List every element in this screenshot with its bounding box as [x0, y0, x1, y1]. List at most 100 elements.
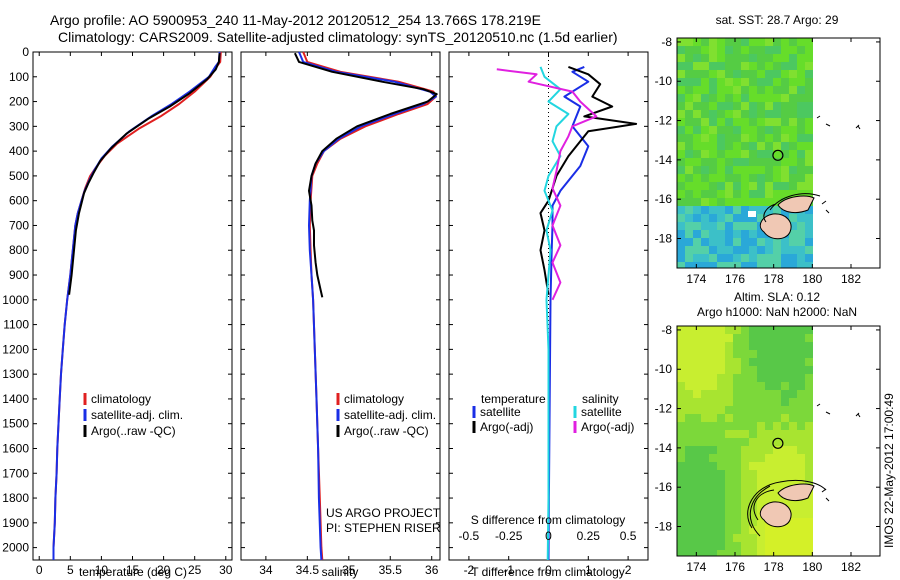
map-cell: [725, 382, 733, 390]
map-cell: [789, 334, 797, 342]
map-cell: [749, 86, 757, 94]
map-cell: [685, 166, 693, 174]
map-cell: [685, 438, 693, 446]
map-cell: [717, 446, 725, 454]
map-x-tick-label: 178: [764, 560, 784, 574]
map-cell: [701, 390, 709, 398]
map-cell: [805, 222, 813, 230]
map-cell: [805, 326, 813, 334]
map-cell: [797, 398, 805, 406]
map-cell: [677, 438, 685, 446]
map-cell: [805, 462, 813, 470]
map-cell: [757, 182, 765, 190]
map-cell: [701, 110, 709, 118]
map-cell: [741, 326, 749, 334]
map-cell: [765, 190, 773, 198]
map-cell: [797, 38, 805, 46]
map-cell: [805, 406, 813, 414]
map-x-tick-label: 174: [686, 272, 706, 286]
map-cell: [717, 62, 725, 70]
map-cell: [709, 382, 717, 390]
map-cell: [709, 406, 717, 414]
map-cell: [693, 70, 701, 78]
map-cell: [725, 478, 733, 486]
map-cell: [741, 206, 749, 214]
map-cell: [789, 46, 797, 54]
map-cell: [797, 150, 805, 158]
map-cell: [685, 518, 693, 526]
map-y-tick-label: -16: [655, 192, 673, 206]
map-cell: [773, 86, 781, 94]
map-cell: [773, 390, 781, 398]
map-cell: [733, 206, 741, 214]
map-cell: [781, 150, 789, 158]
map-cell: [773, 198, 781, 206]
map-cell: [677, 246, 685, 254]
difference-depth-ticks: [449, 51, 648, 549]
map-cell: [733, 126, 741, 134]
map-cell: [717, 518, 725, 526]
map-cell: [701, 526, 709, 534]
map-cell: [701, 414, 709, 422]
map-cell: [749, 358, 757, 366]
map-cell: [677, 446, 685, 454]
map-cell: [717, 414, 725, 422]
y-tick-label: 1100: [3, 318, 29, 332]
map-cell: [765, 110, 773, 118]
map-cell: [717, 494, 725, 502]
map-cell: [797, 430, 805, 438]
series-line-t-satellite: [547, 65, 590, 561]
map-cell: [757, 118, 765, 126]
map-cell: [677, 358, 685, 366]
y-tick-label: 500: [9, 169, 29, 183]
map-cell: [805, 94, 813, 102]
map-cell: [725, 78, 733, 86]
map-cell: [693, 78, 701, 86]
map-cell: [781, 110, 789, 118]
map-cell: [685, 254, 693, 262]
map-cell: [725, 38, 733, 46]
map-cell: [741, 446, 749, 454]
map-cell: [781, 70, 789, 78]
map-cell: [709, 446, 717, 454]
map-cell: [757, 198, 765, 206]
map-cell: [781, 78, 789, 86]
map-cell: [765, 134, 773, 142]
map-cell: [749, 254, 757, 262]
map-cell: [789, 70, 797, 78]
map-cell: [725, 174, 733, 182]
map-x-tick-label: 178: [764, 272, 784, 286]
map-cell: [685, 462, 693, 470]
map-cell: [709, 222, 717, 230]
map-cell: [709, 126, 717, 134]
map-cell: [701, 158, 709, 166]
map-cell: [709, 422, 717, 430]
map-cell: [677, 430, 685, 438]
map-cell: [797, 342, 805, 350]
y-tick-label: 1900: [2, 516, 29, 530]
map-cell: [781, 158, 789, 166]
map-cell: [717, 190, 725, 198]
map-cell: [805, 390, 813, 398]
map-cell: [781, 174, 789, 182]
map-cell: [677, 382, 685, 390]
map-cell: [749, 382, 757, 390]
map-cell: [757, 174, 765, 182]
map-cell: [805, 158, 813, 166]
map-cell: [733, 382, 741, 390]
map-cell: [741, 462, 749, 470]
map-cell: [693, 542, 701, 550]
map-cell: [717, 38, 725, 46]
map-cell: [773, 126, 781, 134]
map-cell: [741, 374, 749, 382]
map-cell: [805, 398, 813, 406]
map-cell: [781, 462, 789, 470]
map-cell: [765, 342, 773, 350]
map-cell: [805, 46, 813, 54]
map-cell: [741, 382, 749, 390]
map-cell: [773, 326, 781, 334]
map-cell: [685, 230, 693, 238]
map-cell: [741, 438, 749, 446]
map-cell: [733, 94, 741, 102]
map-cell: [685, 430, 693, 438]
